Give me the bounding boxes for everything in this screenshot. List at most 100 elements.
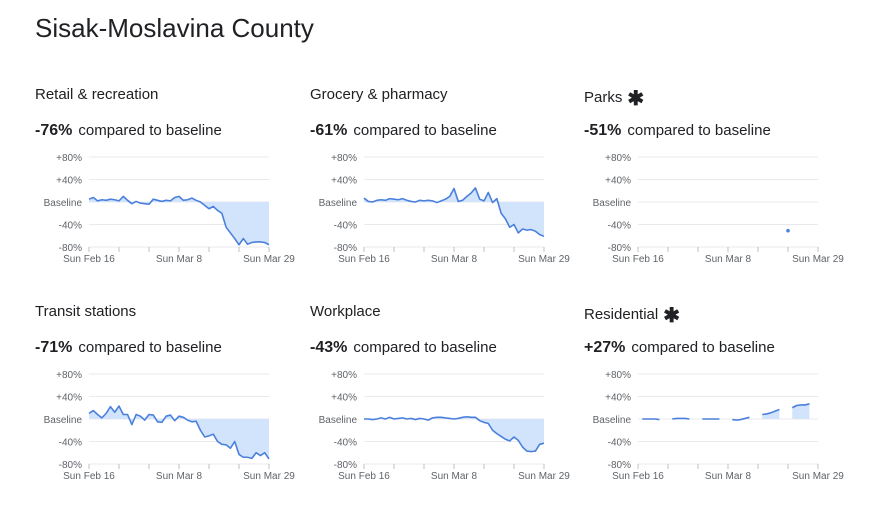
change-summary: +27% compared to baseline bbox=[584, 339, 775, 357]
data-point bbox=[786, 228, 790, 233]
chart-panel-workplace: Workplace -43% compared to baseline +80% +4… bbox=[310, 303, 580, 513]
y-tick-label: -80% bbox=[59, 460, 82, 471]
y-tick-label: -40% bbox=[334, 221, 357, 232]
page-title: Sisak-Moslavina County bbox=[35, 13, 314, 43]
y-tick-label: +40% bbox=[331, 393, 357, 404]
chart-title-text: Workplace bbox=[310, 303, 381, 320]
y-tick-label: -80% bbox=[608, 460, 631, 471]
change-label: compared to baseline bbox=[78, 122, 222, 139]
change-label: compared to baseline bbox=[353, 339, 497, 356]
series-line bbox=[88, 195, 270, 246]
chart-retail-recreation: +80% +40% Baseline -40% -80%Sun Feb 16 Sun Ma… bbox=[44, 153, 296, 265]
x-tick-label: Sun Mar 8 bbox=[431, 254, 478, 265]
x-tick-label: Sun Mar 29 bbox=[792, 471, 844, 482]
x-tick-label: Sun Mar 29 bbox=[243, 471, 295, 482]
y-tick-label: Baseline bbox=[593, 198, 632, 209]
chart-title-text: Transit stations bbox=[35, 303, 137, 320]
chart-panel-grocery-pharmacy: Grocery & pharmacy -61% compared to basel… bbox=[310, 86, 580, 296]
series-line bbox=[364, 415, 545, 453]
y-tick-label: Baseline bbox=[593, 415, 632, 426]
change-value: -51% bbox=[584, 122, 622, 139]
x-tick-label: Sun Feb 16 bbox=[338, 254, 390, 265]
chart-title-text: Residential bbox=[584, 306, 659, 323]
x-tick-label: Sun Mar 29 bbox=[243, 254, 295, 265]
change-value: -61% bbox=[310, 122, 348, 139]
chart-title: Grocery & pharmacy bbox=[310, 86, 448, 103]
area-fill bbox=[792, 403, 810, 419]
series-line bbox=[363, 187, 545, 238]
series-line bbox=[672, 417, 690, 420]
y-tick-label: -80% bbox=[59, 243, 82, 254]
y-tick-label: -80% bbox=[334, 460, 357, 471]
chart-title-text: Retail & recreation bbox=[35, 86, 159, 103]
y-tick-label: +80% bbox=[331, 153, 357, 164]
chart-title-text: Grocery & pharmacy bbox=[310, 86, 448, 103]
change-label: compared to baseline bbox=[631, 339, 775, 356]
change-summary: -43% compared to baseline bbox=[310, 339, 497, 357]
series-line bbox=[88, 405, 270, 460]
y-tick-label: +80% bbox=[331, 370, 357, 381]
x-tick-label: Sun Feb 16 bbox=[612, 254, 664, 265]
series-line bbox=[762, 408, 780, 416]
chart-title: Transit stations bbox=[35, 303, 136, 320]
change-label: compared to baseline bbox=[353, 122, 497, 139]
area-fill bbox=[89, 406, 269, 459]
chart-panel-parks: Parks ✱ -51% compared to baseline +80% +40% B… bbox=[584, 86, 854, 296]
asterisk-icon: ✱ bbox=[663, 305, 680, 327]
x-tick-label: Sun Mar 8 bbox=[156, 254, 203, 265]
x-tick-label: Sun Feb 16 bbox=[612, 471, 664, 482]
y-tick-label: -80% bbox=[334, 243, 357, 254]
chart-parks: +80% +40% Baseline -40% -80%Sun Feb 16 Sun Ma… bbox=[593, 153, 845, 265]
change-summary: -51% compared to baseline bbox=[584, 122, 771, 140]
y-tick-label: Baseline bbox=[44, 198, 83, 209]
chart-title-text: Parks bbox=[584, 89, 623, 106]
change-label: compared to baseline bbox=[627, 122, 771, 139]
x-tick-label: Sun Mar 29 bbox=[792, 254, 844, 265]
change-value: -71% bbox=[35, 339, 73, 356]
y-tick-label: -40% bbox=[59, 438, 82, 449]
y-tick-label: -40% bbox=[608, 438, 631, 449]
chart-title: Residential ✱ bbox=[584, 303, 680, 328]
y-tick-label: +40% bbox=[331, 176, 357, 187]
change-label: compared to baseline bbox=[78, 339, 222, 356]
y-tick-label: +40% bbox=[56, 393, 82, 404]
series-line bbox=[791, 403, 810, 409]
chart-residential: +80% +40% Baseline -40% -80%Sun Feb 16 Sun Ma… bbox=[593, 370, 845, 482]
y-tick-label: +80% bbox=[56, 370, 82, 381]
y-tick-label: Baseline bbox=[319, 415, 358, 426]
y-tick-label: Baseline bbox=[319, 198, 358, 209]
x-tick-label: Sun Mar 8 bbox=[431, 471, 478, 482]
y-tick-label: -80% bbox=[608, 243, 631, 254]
chart-workplace: +80% +40% Baseline -40% -80%Sun Feb 16 Sun Ma… bbox=[319, 370, 571, 482]
y-tick-label: +80% bbox=[605, 370, 631, 381]
y-tick-label: +80% bbox=[56, 153, 82, 164]
chart-transit-stations: +80% +40% Baseline -40% -80%Sun Feb 16 Sun Ma… bbox=[44, 370, 296, 482]
change-summary: -61% compared to baseline bbox=[310, 122, 497, 140]
change-value: -43% bbox=[310, 339, 348, 356]
x-tick-label: Sun Mar 29 bbox=[518, 471, 570, 482]
chart-title: Workplace bbox=[310, 303, 381, 320]
series-line bbox=[732, 416, 750, 421]
x-tick-label: Sun Feb 16 bbox=[63, 471, 115, 482]
chart-panel-retail-recreation: Retail & recreation -76% compared to base… bbox=[35, 86, 305, 296]
y-tick-label: +80% bbox=[605, 153, 631, 164]
y-tick-label: +40% bbox=[605, 176, 631, 187]
chart-title: Retail & recreation bbox=[35, 86, 158, 103]
y-tick-label: Baseline bbox=[44, 415, 83, 426]
x-tick-label: Sun Mar 8 bbox=[705, 254, 752, 265]
x-tick-label: Sun Feb 16 bbox=[338, 471, 390, 482]
y-tick-label: +40% bbox=[56, 176, 82, 187]
area-fill bbox=[364, 416, 544, 452]
x-tick-label: Sun Feb 16 bbox=[63, 254, 115, 265]
change-value: -76% bbox=[35, 122, 73, 139]
change-value: +27% bbox=[584, 339, 626, 356]
area-fill bbox=[364, 187, 544, 237]
change-summary: -71% compared to baseline bbox=[35, 339, 222, 357]
chart-panel-transit-stations: Transit stations -71% compared to baselin… bbox=[35, 303, 305, 513]
chart-title: Parks ✱ bbox=[584, 86, 644, 111]
y-tick-label: -40% bbox=[608, 221, 631, 232]
area-fill bbox=[89, 196, 269, 245]
x-tick-label: Sun Mar 29 bbox=[518, 254, 570, 265]
y-tick-label: -40% bbox=[59, 221, 82, 232]
asterisk-icon: ✱ bbox=[627, 88, 645, 110]
